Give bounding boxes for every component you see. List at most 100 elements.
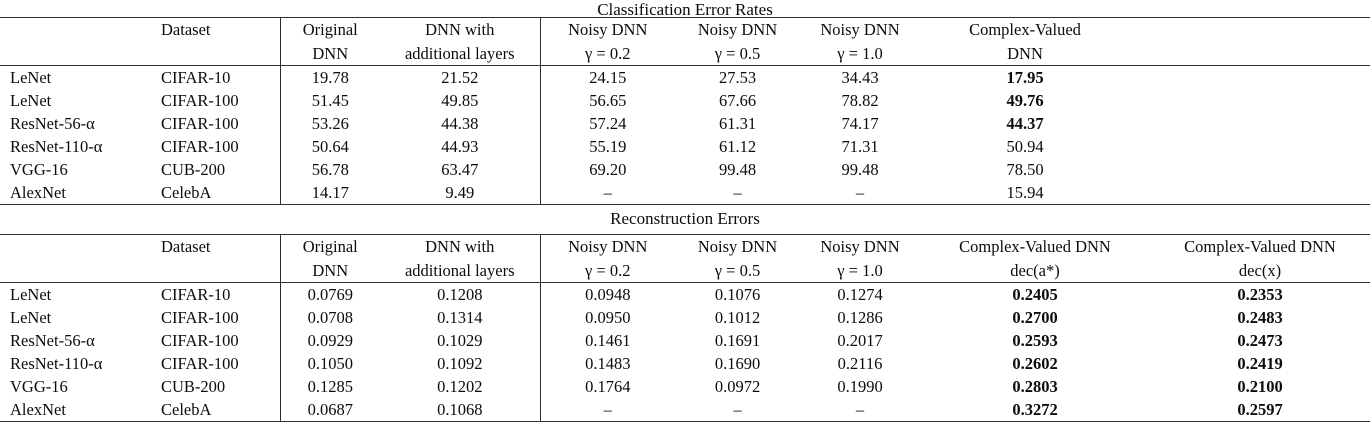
column-header: Dataset: [152, 17, 281, 42]
cell-model: ResNet-110-α: [10, 137, 103, 156]
column-header: Original: [302, 20, 358, 39]
column-header: [1130, 18, 1370, 42]
column-header: γ = 1.0: [800, 41, 920, 66]
cell-value: 57.24: [589, 114, 627, 133]
cell-value: 21.52: [380, 65, 541, 89]
cell-dataset: CelebA: [152, 398, 281, 422]
column-header: additional layers: [380, 258, 541, 283]
column-header: Original: [302, 237, 358, 256]
table-row: VGG-16 CUB-200 56.78 63.47 69.20 99.48 99.48 78…: [0, 158, 1370, 181]
table-row: LeNet CIFAR-100 0.0708 0.1314 0.0950 0.1012 0.…: [0, 306, 1370, 329]
cell-value: [1130, 66, 1370, 90]
cell-value: 0.1314: [380, 306, 541, 329]
column-header: [0, 235, 152, 259]
cell-model: AlexNet: [10, 183, 66, 202]
column-header: additional layers: [380, 41, 541, 66]
column-header: γ = 0.5: [675, 258, 800, 283]
cell-value: 0.2419: [1237, 354, 1283, 373]
table-row: ResNet-110-α CIFAR-100 50.64 44.93 55.19 61.1…: [0, 135, 1370, 158]
cell-dataset: CIFAR-100: [152, 135, 281, 158]
table-row: VGG-16 CUB-200 0.1285 0.1202 0.1764 0.0972 0.1…: [0, 375, 1370, 398]
cell-value: 78.50: [1006, 160, 1044, 179]
table-row: AlexNet CelebA 14.17 9.49 – – – 15.94: [0, 181, 1370, 205]
column-header: DNN: [280, 41, 380, 66]
column-header: Complex-Valued DNN: [1184, 237, 1336, 256]
cell-value: 0.2803: [1012, 377, 1058, 396]
cell-value: 0.1990: [837, 377, 883, 396]
classification-table-header: Dataset Original DNN with Noisy DNN Noisy DN…: [0, 17, 1370, 66]
classification-table-body: LeNet CIFAR-10 19.78 21.52 24.15 27.53 34.43 17…: [0, 65, 1370, 205]
reconstruction-errors-table: Dataset Original DNN with Noisy DNN Noisy DN…: [0, 234, 1370, 422]
cell-value: 0.1274: [837, 285, 883, 304]
cell-value: 0.0950: [585, 308, 631, 327]
cell-value: 44.93: [380, 135, 541, 158]
cell-value: 71.31: [841, 137, 879, 156]
cell-value: –: [733, 183, 742, 202]
cell-value: 61.31: [718, 114, 757, 133]
cell-model: VGG-16: [10, 377, 68, 396]
cell-value: 0.1764: [585, 377, 631, 396]
cell-dataset: CIFAR-100: [152, 112, 281, 135]
cell-value: 0.2405: [1012, 285, 1058, 304]
cell-value: 0.1690: [714, 354, 761, 373]
table-row: ResNet-56-α CIFAR-100 0.0929 0.1029 0.1461 0.…: [0, 329, 1370, 352]
cell-value: 99.48: [841, 160, 879, 179]
cell-value: 56.65: [589, 91, 627, 110]
column-header: [1130, 41, 1370, 66]
column-header: [0, 18, 152, 42]
cell-value: [1130, 112, 1370, 135]
table-row: LeNet CIFAR-10 19.78 21.52 24.15 27.53 34.43 17…: [0, 65, 1370, 90]
column-header: Noisy DNN: [820, 20, 900, 39]
cell-value: –: [855, 400, 865, 419]
cell-value: 24.15: [589, 68, 627, 87]
header-row-2: DNN additional layers γ = 0.2 γ = 0.5 γ = 1.…: [0, 41, 1370, 66]
cell-dataset: CIFAR-100: [152, 89, 281, 112]
cell-value: 50.64: [311, 137, 349, 156]
cell-value: 61.12: [718, 137, 757, 156]
column-header: dec(x): [1150, 258, 1370, 283]
cell-value: 0.2700: [1012, 308, 1058, 327]
cell-value: 99.48: [718, 160, 757, 179]
table-row: AlexNet CelebA 0.0687 0.1068 – – – 0.3272 0.2597: [0, 398, 1370, 422]
cell-dataset: CelebA: [152, 181, 281, 205]
reconstruction-table-title: Reconstruction Errors: [610, 209, 760, 228]
cell-model: LeNet: [10, 91, 52, 110]
cell-value: [1130, 135, 1370, 158]
header-row-1: Dataset Original DNN with Noisy DNN Noisy DN…: [0, 234, 1370, 259]
column-header: [0, 258, 152, 283]
cell-value: 34.43: [841, 68, 879, 87]
cell-value: 9.49: [380, 181, 541, 205]
cell-value: 14.17: [311, 183, 349, 202]
column-header: [152, 41, 281, 66]
cell-value: 0.2473: [1237, 331, 1283, 350]
column-header: Noisy DNN: [697, 20, 778, 39]
cell-model: ResNet-56-α: [10, 331, 95, 350]
cell-model: LeNet: [10, 68, 52, 87]
cell-value: [1130, 89, 1370, 112]
cell-value: 44.37: [1006, 114, 1044, 133]
cell-value: [1130, 181, 1370, 205]
header-row-2: DNN additional layers γ = 0.2 γ = 0.5 γ = 1.…: [0, 258, 1370, 283]
cell-value: –: [603, 183, 612, 202]
cell-value: 0.2017: [837, 331, 883, 350]
cell-value: 0.1286: [837, 308, 883, 327]
cell-value: 53.26: [311, 114, 349, 133]
cell-value: 0.2483: [1237, 308, 1283, 327]
cell-value: –: [733, 400, 742, 419]
column-header: Complex-Valued DNN: [959, 237, 1111, 256]
cell-dataset: CIFAR-100: [152, 329, 281, 352]
reconstruction-table-body: LeNet CIFAR-10 0.0769 0.1208 0.0948 0.1076 0.1…: [0, 282, 1370, 422]
cell-dataset: CIFAR-10: [152, 65, 281, 89]
cell-value: 0.0769: [307, 285, 353, 304]
column-header: [152, 258, 281, 283]
cell-value: 0.1691: [714, 331, 761, 350]
column-header: dec(a*): [920, 258, 1150, 283]
column-header: γ = 0.2: [540, 258, 675, 283]
cell-value: 50.94: [1006, 137, 1044, 156]
cell-value: –: [855, 183, 865, 202]
cell-value: 56.78: [311, 160, 349, 179]
cell-value: 44.38: [380, 112, 541, 135]
cell-dataset: CUB-200: [152, 158, 281, 181]
column-header: Noisy DNN: [568, 20, 648, 39]
